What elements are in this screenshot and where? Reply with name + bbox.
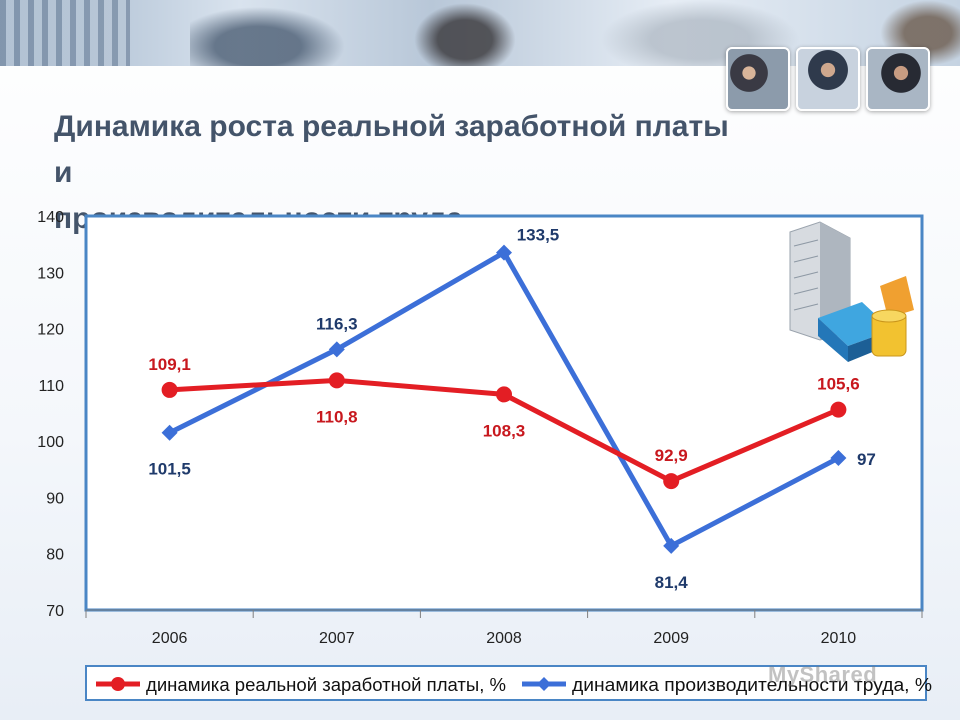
office-photo-thumbnail [866, 47, 930, 111]
y-tick-label: 140 [37, 209, 64, 226]
data-label: 110,8 [316, 407, 358, 426]
y-tick-label: 70 [46, 603, 64, 620]
banner-businesswoman-photo [410, 0, 520, 66]
x-tick-label: 2006 [152, 630, 188, 647]
data-point [663, 537, 680, 554]
data-label: 105,6 [817, 375, 860, 394]
data-point [161, 424, 178, 441]
series-wages: 109,1 110,8 108,3 92,9 105,6 [148, 355, 860, 490]
meeting-photo-thumbnail [726, 47, 790, 111]
y-tick-label: 130 [37, 265, 64, 282]
legend [85, 665, 927, 701]
y-axis: 70 80 90 100 110 120 130 140 [37, 209, 64, 620]
x-tick-label: 2009 [653, 630, 689, 647]
data-point [830, 450, 847, 467]
data-label: 109,1 [148, 355, 191, 374]
team-photo-thumbnail [796, 47, 860, 111]
x-axis: 2006 2007 2008 2009 2010 [85, 609, 923, 647]
data-label: 133,5 [517, 226, 560, 245]
x-tick-label: 2010 [821, 630, 857, 647]
data-label: 116,3 [316, 314, 358, 333]
banner-building-photo [0, 0, 130, 66]
plot-area [84, 214, 924, 612]
data-label: 92,9 [655, 446, 688, 465]
data-label: 81,4 [655, 573, 689, 592]
data-point [328, 372, 345, 389]
data-point [161, 381, 178, 398]
legend-marker [537, 677, 551, 691]
y-tick-label: 80 [46, 547, 64, 564]
y-tick-label: 100 [37, 434, 64, 451]
x-tick-label: 2008 [486, 630, 522, 647]
data-point [328, 341, 345, 358]
legend-item: динамика производительности труда, % [522, 675, 932, 695]
x-tick-label: 2007 [319, 630, 355, 647]
myshared-watermark: MyShared [768, 662, 878, 687]
legend-marker [111, 677, 125, 691]
data-point [830, 401, 847, 418]
legend-item: динамика реальной заработной платы, % [96, 675, 506, 695]
y-tick-label: 120 [37, 322, 64, 339]
legend-label: динамика реальной заработной платы, % [146, 675, 506, 695]
data-label: 101,5 [148, 460, 191, 479]
data-point [496, 386, 512, 403]
header-banner [0, 0, 960, 66]
legend-label: динамика производительности труда, % [572, 675, 932, 695]
banner-businessman-photo [190, 0, 360, 66]
data-label: 108,3 [483, 421, 526, 440]
data-point [496, 244, 512, 261]
building-money-illustration [789, 221, 914, 362]
data-point [663, 473, 680, 490]
data-label: 97 [857, 450, 876, 469]
series-productivity: 101,5 116,3 133,5 81,4 97 [148, 226, 876, 592]
y-tick-label: 110 [38, 378, 64, 395]
y-tick-label: 90 [46, 490, 64, 507]
